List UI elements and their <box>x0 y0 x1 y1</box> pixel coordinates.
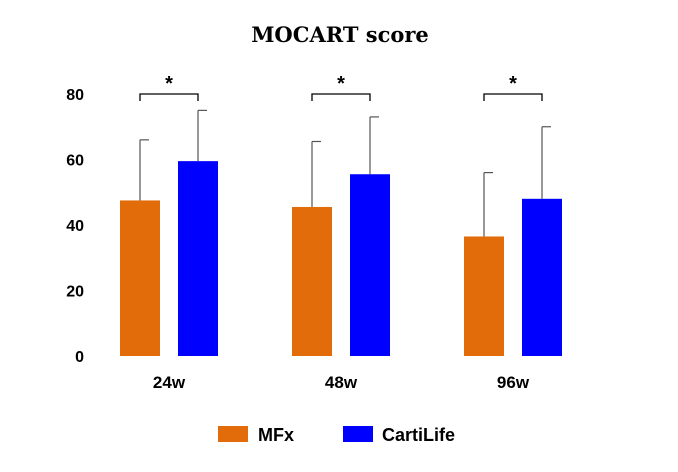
y-tick-label: 0 <box>75 349 84 366</box>
x-axis-categories: 24w 48w 96w <box>153 373 530 392</box>
bars <box>120 161 562 356</box>
error-bar-mfx-48w <box>311 140 321 207</box>
y-tick-label: 60 <box>66 153 84 170</box>
error-bar-cartilife-24w <box>197 109 207 162</box>
y-tick-label: 40 <box>66 218 84 235</box>
significance-star: * <box>509 73 517 95</box>
bar-cartilife-96w <box>522 198 562 356</box>
legend-item-cartilife: CartiLife <box>343 425 455 445</box>
significance-bracket-48w: * <box>311 73 371 101</box>
error-bar-cartilife-48w <box>369 116 379 175</box>
error-bar-cartilife-96w <box>541 126 551 199</box>
x-category-label: 24w <box>153 373 186 392</box>
y-tick-label: 20 <box>66 284 84 301</box>
legend: MFx CartiLife <box>218 425 455 445</box>
significance-star: * <box>165 73 173 95</box>
significance-bracket-24w: * <box>139 73 199 101</box>
chart-title: MOCART score <box>251 22 429 47</box>
error-bars <box>139 109 551 237</box>
legend-swatch <box>343 426 373 442</box>
bar-cartilife-48w <box>350 174 390 356</box>
error-bar-mfx-96w <box>483 172 493 237</box>
significance-brackets: * * * <box>139 73 543 101</box>
bar-mfx-24w <box>120 200 160 356</box>
bar-mfx-96w <box>464 236 504 356</box>
y-tick-label: 80 <box>66 87 84 104</box>
legend-label: MFx <box>258 425 294 445</box>
x-category-label: 48w <box>325 373 358 392</box>
significance-bracket-96w: * <box>483 73 543 101</box>
significance-star: * <box>337 73 345 95</box>
bar-mfx-48w <box>292 206 332 356</box>
legend-swatch <box>218 426 248 442</box>
x-category-label: 96w <box>497 373 530 392</box>
legend-item-mfx: MFx <box>218 425 294 445</box>
legend-label: CartiLife <box>382 425 455 445</box>
bar-cartilife-24w <box>178 161 218 356</box>
error-bar-mfx-24w <box>139 139 149 201</box>
y-axis-ticks: 0 20 40 60 80 <box>66 87 84 366</box>
